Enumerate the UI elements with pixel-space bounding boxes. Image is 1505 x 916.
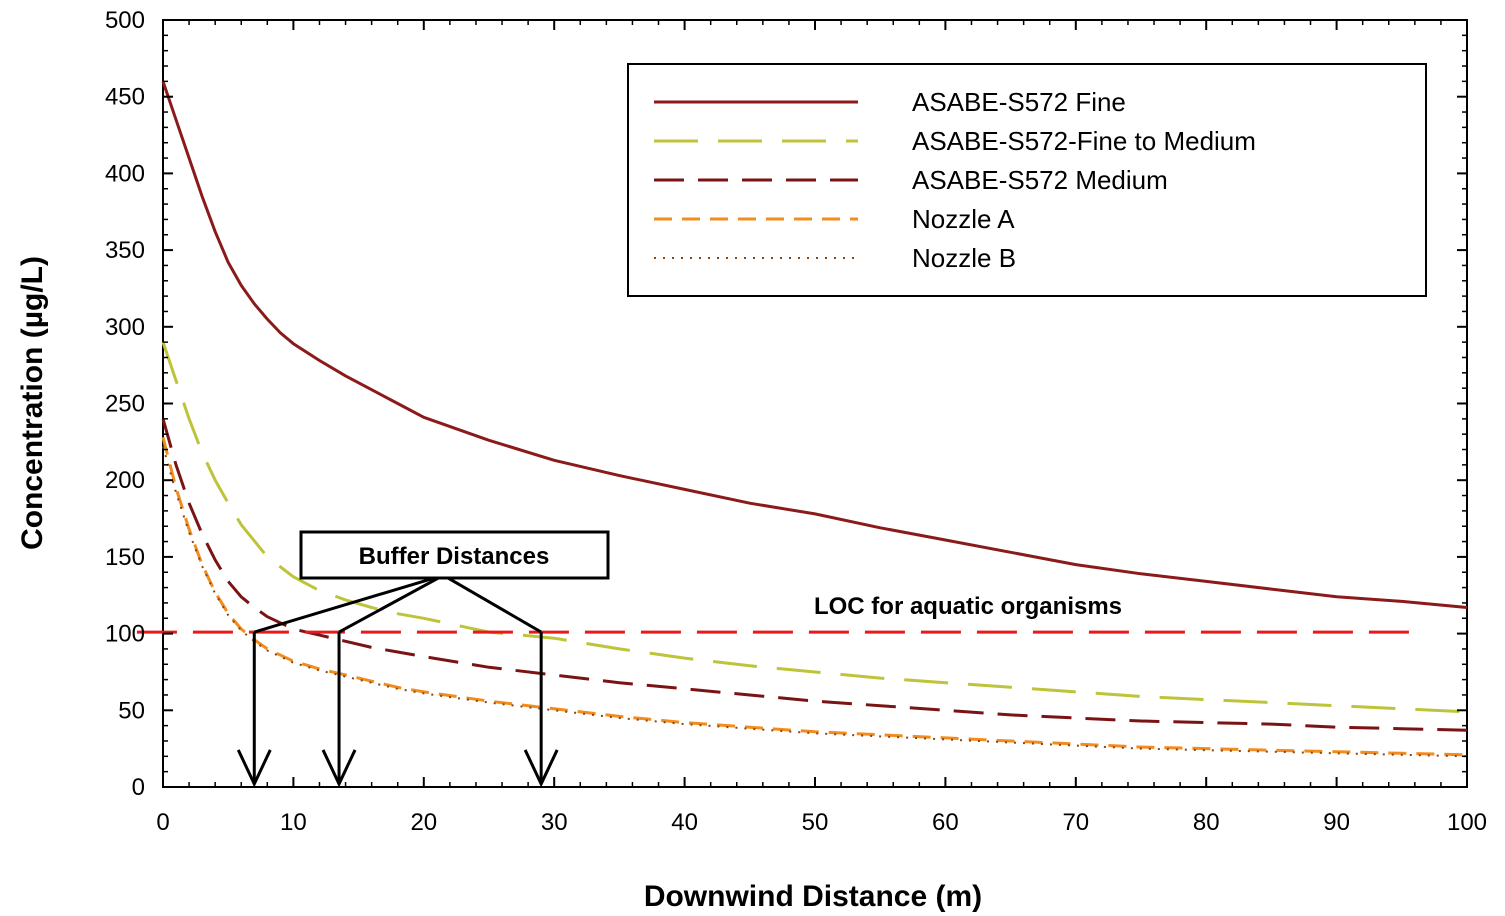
y-tick-label: 0 [132, 774, 145, 801]
y-tick-label: 350 [105, 237, 145, 264]
buffer-arrow-head [236, 749, 272, 788]
legend-label-1: ASABE-S572 Fine [912, 87, 1126, 117]
y-tick-label: 250 [105, 391, 145, 418]
x-tick-label: 10 [280, 809, 307, 836]
legend-label-5: Nozzle B [912, 243, 1016, 273]
y-tick-label: 500 [105, 7, 145, 34]
x-tick-label: 90 [1323, 809, 1350, 836]
x-tick-label: 100 [1447, 809, 1487, 836]
legend-label-2: ASABE-S572-Fine to Medium [912, 126, 1256, 156]
legend-label-3: ASABE-S572 Medium [912, 165, 1168, 195]
legend: ASABE-S572 Fine ASABE-S572-Fine to Medium… [627, 63, 1427, 297]
buffer-label: Buffer Distances [359, 543, 550, 570]
x-tick-label: 60 [932, 809, 959, 836]
buffer-pointer-line [253, 573, 444, 634]
annotation-layer [236, 573, 559, 788]
x-tick-label: 20 [410, 809, 437, 836]
x-axis-title: Downwind Distance (m) [644, 880, 982, 913]
buffer-annotation: Buffer Distances [299, 530, 610, 580]
buffer-pointer-line [338, 573, 445, 634]
series-line-4 [161, 436, 1468, 757]
x-tick-label: 40 [671, 809, 698, 836]
buffer-arrow-head [523, 749, 559, 788]
tick-layer: 0 10 20 30 40 50 60 70 80 90 100 0 50 100 150 200 250 300… [105, 7, 1487, 836]
x-tick-label: 0 [156, 809, 169, 836]
legend-label-4: Nozzle A [912, 204, 1015, 234]
series-line-1 [161, 80, 1468, 609]
y-tick-label: 300 [105, 314, 145, 341]
series-layer [136, 80, 1468, 758]
y-tick-label: 200 [105, 467, 145, 494]
series-line-2 [161, 341, 1468, 714]
series-line-5 [162, 446, 1468, 758]
y-axis-title: Concentration (µg/L) [16, 256, 49, 550]
y-tick-label: 150 [105, 544, 145, 571]
buffer-arrow-head [321, 749, 357, 788]
reference-line-label: LOC for aquatic organisms [814, 593, 1122, 620]
y-tick-label: 450 [105, 84, 145, 111]
x-tick-label: 30 [541, 809, 568, 836]
y-tick-label: 50 [118, 697, 145, 724]
buffer-label-box [299, 530, 610, 580]
buffer-pointer-line [442, 574, 542, 634]
y-tick-label: 400 [105, 160, 145, 187]
x-tick-label: 70 [1062, 809, 1089, 836]
x-tick-label: 50 [802, 809, 829, 836]
series-line-3 [161, 418, 1468, 732]
y-tick-label: 100 [105, 621, 145, 648]
x-tick-label: 80 [1193, 809, 1220, 836]
